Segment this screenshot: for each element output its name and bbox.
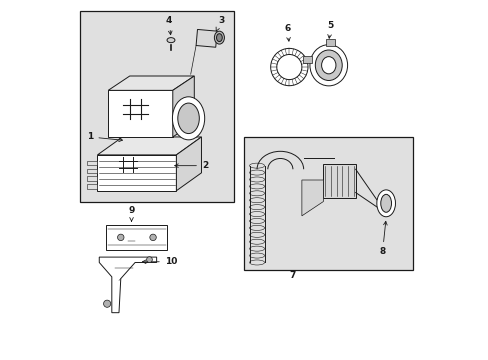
Ellipse shape — [309, 45, 347, 86]
Bar — [86, 161, 97, 165]
Circle shape — [270, 48, 307, 86]
Circle shape — [276, 54, 301, 80]
Circle shape — [149, 234, 156, 240]
Ellipse shape — [376, 190, 395, 217]
Text: 1: 1 — [87, 132, 122, 141]
Circle shape — [103, 300, 110, 307]
Text: 5: 5 — [327, 21, 333, 38]
Ellipse shape — [216, 34, 222, 41]
Ellipse shape — [315, 50, 342, 81]
Text: 4: 4 — [165, 16, 172, 35]
Text: 10: 10 — [142, 257, 177, 266]
Text: 6: 6 — [284, 24, 290, 41]
Text: 9: 9 — [128, 206, 135, 221]
Polygon shape — [108, 90, 172, 137]
Ellipse shape — [167, 38, 175, 42]
Polygon shape — [323, 164, 355, 198]
Polygon shape — [172, 76, 194, 137]
Bar — [244, 137, 412, 270]
Bar — [80, 12, 233, 202]
Text: 3: 3 — [216, 16, 224, 31]
Polygon shape — [97, 155, 176, 191]
Ellipse shape — [321, 57, 335, 74]
Ellipse shape — [380, 194, 391, 212]
Bar — [196, 30, 217, 47]
Bar — [325, 39, 334, 45]
Circle shape — [146, 257, 152, 262]
Polygon shape — [176, 137, 201, 191]
Bar — [86, 168, 97, 173]
Polygon shape — [106, 225, 167, 250]
Bar — [86, 176, 97, 181]
Polygon shape — [301, 180, 323, 216]
Polygon shape — [108, 76, 194, 90]
Polygon shape — [99, 257, 156, 313]
Text: 2: 2 — [174, 161, 208, 170]
Text: 8: 8 — [379, 221, 386, 256]
Text: 7: 7 — [289, 270, 296, 279]
Circle shape — [117, 234, 124, 240]
Polygon shape — [97, 137, 201, 155]
Ellipse shape — [214, 31, 224, 44]
Bar — [302, 55, 311, 63]
Bar — [86, 184, 97, 189]
Ellipse shape — [178, 103, 199, 134]
Ellipse shape — [172, 97, 204, 140]
